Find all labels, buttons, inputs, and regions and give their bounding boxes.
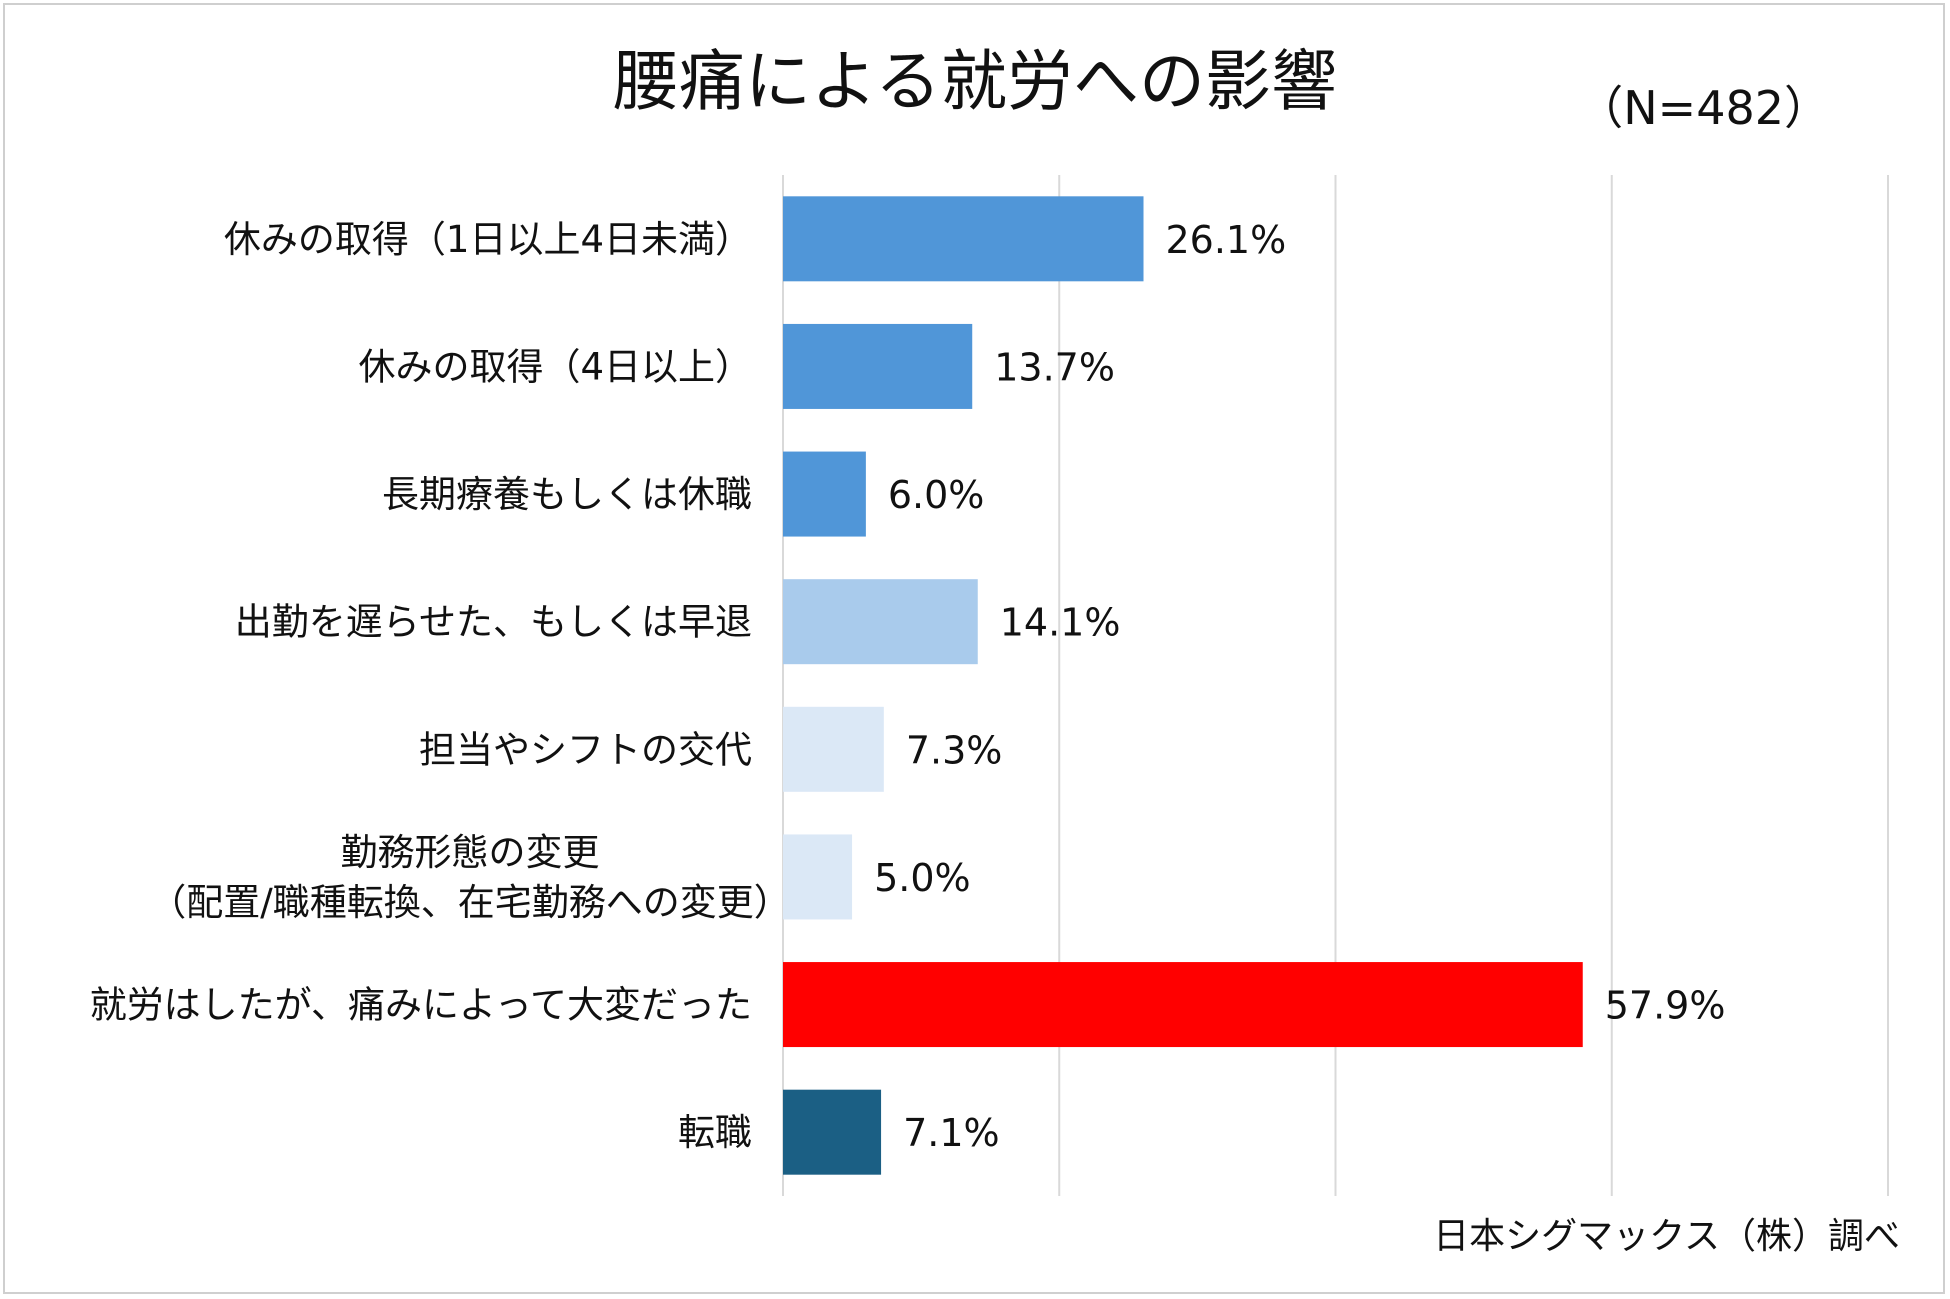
category-label: （配置/職種転換、在宅勤務への変更） bbox=[149, 881, 790, 924]
category-label: 就労はしたが、痛みによって大変だった bbox=[90, 984, 752, 1027]
value-label: 13.7% bbox=[994, 345, 1115, 389]
category-label: 出勤を遅らせた、もしくは早退 bbox=[235, 601, 752, 644]
value-label: 26.1% bbox=[1166, 218, 1287, 262]
value-label: 14.1% bbox=[1000, 601, 1121, 645]
value-label: 7.3% bbox=[906, 728, 1003, 772]
category-label: 転職 bbox=[678, 1111, 752, 1154]
value-labels: 26.1% 13.7% 6.0% 14.1% 7.3% 5.0% 57.9% 7.1% bbox=[874, 218, 1725, 1155]
bar bbox=[783, 1089, 882, 1175]
category-label: 休みの取得（1日以上4日未満） bbox=[224, 218, 752, 261]
bars bbox=[783, 196, 1583, 1175]
bar bbox=[783, 196, 1144, 282]
category-label: 長期療養もしくは休職 bbox=[382, 473, 752, 516]
source-note: 日本シグマックス（株）調べ bbox=[1433, 1216, 1900, 1257]
bar bbox=[783, 451, 866, 537]
bar bbox=[783, 706, 884, 792]
category-label: 担当やシフトの交代 bbox=[419, 728, 752, 771]
chart-title: 腰痛による就労への影響 bbox=[613, 43, 1337, 120]
bar bbox=[783, 962, 1583, 1048]
value-label: 5.0% bbox=[874, 856, 971, 900]
bar bbox=[783, 579, 978, 665]
value-label: 57.9% bbox=[1605, 984, 1726, 1028]
category-label: 勤務形態の変更 bbox=[341, 831, 600, 874]
category-labels: 休みの取得（1日以上4日未満） 休みの取得（4日以上） 長期療養もしくは休職出勤を遅… bbox=[90, 218, 791, 1154]
value-label: 7.1% bbox=[903, 1111, 1000, 1155]
category-label: 休みの取得（4日以上） bbox=[358, 345, 752, 388]
bar bbox=[783, 834, 853, 920]
bar bbox=[783, 323, 973, 409]
value-label: 6.0% bbox=[888, 473, 985, 517]
sample-size-note: （N=482） bbox=[1577, 81, 1830, 135]
